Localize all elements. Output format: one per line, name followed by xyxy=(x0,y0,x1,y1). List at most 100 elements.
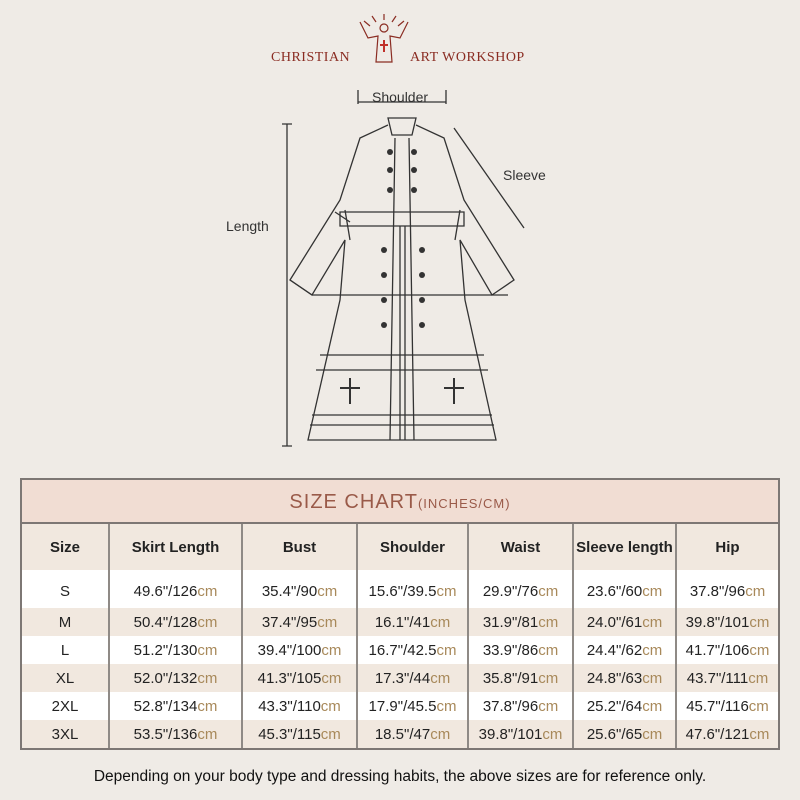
size-chart: SIZE CHART(INCHES/CM) Size Skirt Length Bu… xyxy=(20,478,780,750)
measurement-cell: 39.8"/101cm xyxy=(467,720,573,748)
cell-value: 16.7"/42.5 xyxy=(368,641,437,659)
cell-value: 18.5"/47 xyxy=(374,725,431,743)
measurement-cell: 33.9"/86cm xyxy=(467,636,573,664)
cell-value: 23.6"/60 xyxy=(586,582,643,600)
table-row: M 50.4"/128cm 37.4"/95cm 16.1"/41cm 31.9"/81… xyxy=(22,608,778,636)
unit-label: cm xyxy=(542,725,563,743)
measurement-cell: 49.6"/126cm xyxy=(108,570,242,608)
measurement-cell: 29.9"/76cm xyxy=(467,570,573,608)
cell-value: 43.3"/110 xyxy=(258,697,321,715)
unit-label: cm xyxy=(538,697,559,715)
measurement-cell: 25.2"/64cm xyxy=(572,692,676,720)
unit-label: cm xyxy=(430,669,451,687)
size-cell: 2XL xyxy=(22,692,109,720)
measurement-cell: 45.3"/115cm xyxy=(241,720,357,748)
unit-label: cm xyxy=(197,641,218,659)
cell-value: 41.3"/105 xyxy=(257,669,322,687)
cell-value: 47.6"/121 xyxy=(685,725,750,743)
measurement-cell: 41.7"/106cm xyxy=(675,636,778,664)
measurement-cell: 15.6"/39.5cm xyxy=(356,570,468,608)
size-cell: M xyxy=(22,608,109,636)
column-header: Bust xyxy=(241,524,357,570)
unit-label: cm xyxy=(197,725,218,743)
cell-value: 41.7"/106 xyxy=(685,641,750,659)
brand-right: ART WORKSHOP xyxy=(410,50,525,65)
unit-label: cm xyxy=(321,669,342,687)
unit-label: cm xyxy=(642,613,663,631)
cell-value: 50.4"/128 xyxy=(133,613,198,631)
unit-label: cm xyxy=(642,641,663,659)
unit-label: cm xyxy=(745,582,766,600)
measurement-cell: 53.5"/136cm xyxy=(108,720,242,748)
cell-value: M xyxy=(58,613,72,631)
cell-value: 3XL xyxy=(51,725,79,743)
cell-value: 51.2"/130 xyxy=(133,641,198,659)
unit-label: cm xyxy=(538,669,559,687)
unit-label: cm xyxy=(749,725,770,743)
table-row: S 49.6"/126cm 35.4"/90cm 15.6"/39.5cm 29.9"/… xyxy=(22,570,778,608)
measurement-cell: 24.4"/62cm xyxy=(572,636,676,664)
table-row: 3XL 53.5"/136cm 45.3"/115cm 18.5"/47cm 39.8"… xyxy=(22,720,778,748)
measurement-cell: 43.3"/110cm xyxy=(241,692,357,720)
robe-diagram xyxy=(282,90,525,447)
cell-value: S xyxy=(59,582,70,600)
measurement-cell: 39.8"/101cm xyxy=(675,608,778,636)
cell-value: 39.8"/101 xyxy=(478,725,543,743)
size-cell: 3XL xyxy=(22,720,109,748)
unit-label: cm xyxy=(197,697,218,715)
unit-label: cm xyxy=(538,641,559,659)
title-units: (INCHES/CM) xyxy=(417,496,511,511)
measurement-cell: 16.7"/42.5cm xyxy=(356,636,468,664)
measurement-cell: 43.7"/111cm xyxy=(675,664,778,692)
cell-value: 37.8"/96 xyxy=(482,697,539,715)
unit-label: cm xyxy=(430,725,451,743)
unit-label: cm xyxy=(436,697,457,715)
unit-label: cm xyxy=(320,697,341,715)
cell-value: 43.7"/111 xyxy=(686,669,749,687)
unit-label: cm xyxy=(197,613,218,631)
column-header: Skirt Length xyxy=(108,524,242,570)
cell-value: 24.8"/63 xyxy=(586,669,643,687)
column-header: Size xyxy=(22,524,109,570)
cell-value: 16.1"/41 xyxy=(374,613,431,631)
unit-label: cm xyxy=(317,613,338,631)
size-chart-title: SIZE CHART(INCHES/CM) xyxy=(22,480,778,524)
measurement-cell: 35.4"/90cm xyxy=(241,570,357,608)
cell-value: 35.8"/91 xyxy=(482,669,539,687)
measurement-cell: 24.8"/63cm xyxy=(572,664,676,692)
cell-value: 2XL xyxy=(51,697,79,715)
cell-value: 24.0"/61 xyxy=(586,613,643,631)
cell-value: 37.8"/96 xyxy=(689,582,746,600)
measurement-cell: 31.9"/81cm xyxy=(467,608,573,636)
cell-value: 45.7"/116 xyxy=(686,697,749,715)
title-text: SIZE CHART xyxy=(289,491,418,513)
measurement-cell: 17.9"/45.5cm xyxy=(356,692,468,720)
column-header: Sleeve length xyxy=(572,524,676,570)
unit-label: cm xyxy=(321,641,342,659)
measurement-cell: 37.8"/96cm xyxy=(467,692,573,720)
unit-label: cm xyxy=(436,641,457,659)
jesus-logo-icon xyxy=(359,14,409,63)
size-cell: S xyxy=(22,570,109,608)
measurement-cell: 39.4"/100cm xyxy=(241,636,357,664)
cell-value: 25.2"/64 xyxy=(586,697,643,715)
cell-value: 17.3"/44 xyxy=(374,669,431,687)
size-cell: XL xyxy=(22,664,109,692)
unit-label: cm xyxy=(436,582,457,600)
cell-value: 52.8"/134 xyxy=(133,697,198,715)
cell-value: 37.4"/95 xyxy=(261,613,318,631)
footer-note: Depending on your body type and dressing… xyxy=(93,768,707,785)
cell-value: 29.9"/76 xyxy=(482,582,539,600)
measurement-cell: 18.5"/47cm xyxy=(356,720,468,748)
unit-label: cm xyxy=(197,669,218,687)
unit-label: cm xyxy=(320,725,341,743)
measurement-cell: 47.6"/121cm xyxy=(675,720,778,748)
unit-label: cm xyxy=(317,582,338,600)
cell-value: XL xyxy=(55,669,75,687)
measurement-cell: 35.8"/91cm xyxy=(467,664,573,692)
measurement-cell: 23.6"/60cm xyxy=(572,570,676,608)
unit-label: cm xyxy=(749,613,770,631)
cell-value: 31.9"/81 xyxy=(482,613,539,631)
cell-value: 24.4"/62 xyxy=(586,641,643,659)
cell-value: 45.3"/115 xyxy=(258,725,321,743)
